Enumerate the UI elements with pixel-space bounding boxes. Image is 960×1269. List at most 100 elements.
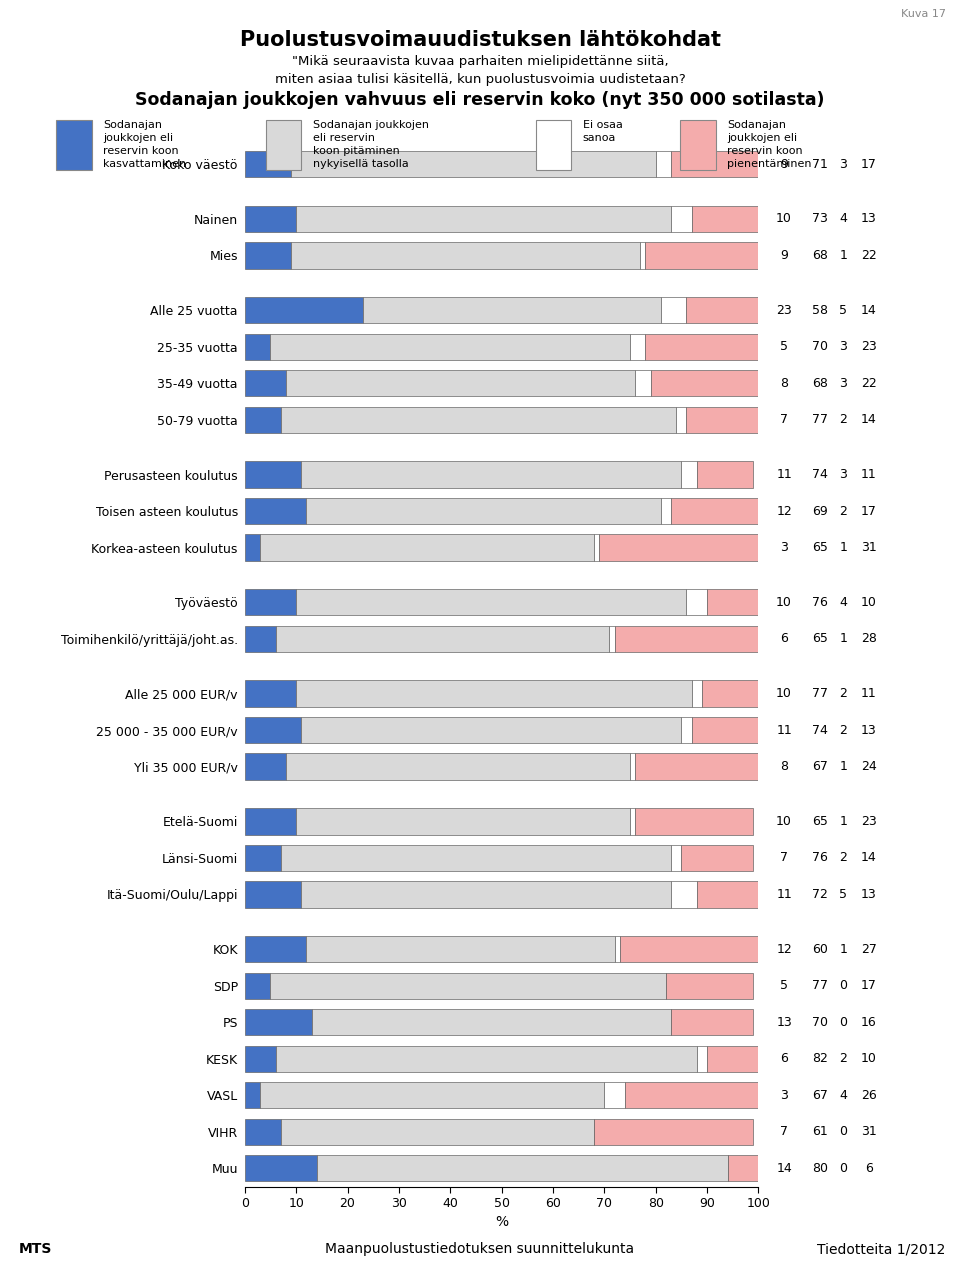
- Bar: [245, 534, 260, 561]
- Bar: [671, 1009, 754, 1036]
- Text: 3: 3: [780, 541, 788, 555]
- Text: 22: 22: [861, 377, 876, 390]
- Text: 6: 6: [780, 1052, 788, 1065]
- Text: 13: 13: [861, 723, 876, 736]
- Bar: [697, 462, 754, 487]
- Text: "Mikä seuraavista kuvaa parhaiten mielipidettänne siitä,
miten asiaa tulisi käsi: "Mikä seuraavista kuvaa parhaiten mielip…: [275, 55, 685, 85]
- Bar: [245, 1082, 260, 1108]
- Text: 10: 10: [861, 1052, 876, 1065]
- Bar: [306, 937, 614, 962]
- Text: 0: 0: [839, 1126, 847, 1138]
- Text: 9: 9: [780, 157, 788, 171]
- Text: 77: 77: [812, 980, 828, 992]
- Text: 12: 12: [777, 505, 792, 518]
- Text: 3: 3: [839, 340, 847, 353]
- Text: 11: 11: [777, 468, 792, 481]
- Text: 13: 13: [861, 212, 876, 226]
- Bar: [708, 589, 758, 615]
- Text: 7: 7: [780, 1126, 788, 1138]
- Text: 1: 1: [839, 632, 847, 646]
- Text: 23: 23: [861, 340, 876, 353]
- Bar: [536, 121, 571, 170]
- Bar: [245, 626, 276, 652]
- Text: 5: 5: [780, 340, 788, 353]
- Bar: [682, 845, 754, 871]
- Bar: [245, 680, 296, 707]
- Text: 58: 58: [812, 303, 828, 317]
- Bar: [676, 406, 686, 433]
- Text: 2: 2: [839, 505, 847, 518]
- Text: 3: 3: [839, 468, 847, 481]
- Bar: [636, 371, 651, 396]
- Text: Puolustusvoimauudistuksen lähtökohdat: Puolustusvoimauudistuksen lähtökohdat: [239, 30, 721, 51]
- Bar: [245, 937, 306, 962]
- Text: 14: 14: [861, 414, 876, 426]
- Bar: [656, 151, 671, 178]
- Text: 1: 1: [839, 541, 847, 555]
- Bar: [260, 1082, 605, 1108]
- Text: 16: 16: [861, 1015, 876, 1029]
- Text: 0: 0: [839, 1015, 847, 1029]
- Bar: [245, 497, 306, 524]
- Bar: [245, 334, 271, 360]
- Bar: [245, 462, 301, 487]
- Bar: [245, 406, 280, 433]
- Text: 74: 74: [812, 468, 828, 481]
- Text: 14: 14: [777, 1161, 792, 1175]
- Bar: [260, 534, 594, 561]
- Text: Sodanajan
joukkojen eli
reservin koon
pienentäminen: Sodanajan joukkojen eli reservin koon pi…: [727, 121, 811, 169]
- Text: 11: 11: [861, 468, 876, 481]
- Bar: [291, 151, 656, 178]
- Text: 10: 10: [776, 815, 792, 827]
- Bar: [296, 206, 671, 232]
- X-axis label: %: %: [495, 1216, 508, 1230]
- Bar: [245, 845, 280, 871]
- Bar: [276, 1046, 697, 1072]
- Bar: [317, 1155, 728, 1181]
- Bar: [57, 121, 92, 170]
- Bar: [266, 121, 301, 170]
- Text: 10: 10: [776, 687, 792, 700]
- Bar: [681, 121, 716, 170]
- Text: 13: 13: [777, 1015, 792, 1029]
- Bar: [245, 972, 271, 999]
- Text: 7: 7: [780, 851, 788, 864]
- Text: 74: 74: [812, 723, 828, 736]
- Text: 12: 12: [777, 943, 792, 956]
- Bar: [682, 717, 691, 744]
- Text: 2: 2: [839, 1052, 847, 1065]
- Bar: [660, 497, 671, 524]
- Text: 17: 17: [861, 505, 876, 518]
- Bar: [245, 371, 286, 396]
- Bar: [697, 1046, 708, 1072]
- Text: 11: 11: [861, 687, 876, 700]
- Bar: [610, 626, 614, 652]
- Bar: [671, 497, 758, 524]
- Bar: [280, 406, 676, 433]
- Text: 11: 11: [777, 723, 792, 736]
- Text: 31: 31: [861, 541, 876, 555]
- Bar: [306, 497, 660, 524]
- Text: 2: 2: [839, 851, 847, 864]
- Text: 8: 8: [780, 377, 788, 390]
- Text: 2: 2: [839, 687, 847, 700]
- Bar: [691, 680, 702, 707]
- Bar: [686, 406, 758, 433]
- Text: Ei osaa
sanoa: Ei osaa sanoa: [583, 121, 622, 143]
- Bar: [245, 808, 296, 835]
- Text: 13: 13: [861, 888, 876, 901]
- Bar: [605, 1082, 625, 1108]
- Bar: [651, 371, 763, 396]
- Text: 60: 60: [812, 943, 828, 956]
- Bar: [708, 1046, 758, 1072]
- Text: 65: 65: [812, 815, 828, 827]
- Text: Sodanajan joukkojen
eli reservin
koon pitäminen
nykyisellä tasolla: Sodanajan joukkojen eli reservin koon pi…: [313, 121, 428, 169]
- Text: 61: 61: [812, 1126, 828, 1138]
- Text: 4: 4: [839, 1089, 847, 1101]
- Bar: [245, 754, 286, 779]
- Text: 82: 82: [812, 1052, 828, 1065]
- Text: 17: 17: [861, 980, 876, 992]
- Bar: [286, 754, 630, 779]
- Text: 26: 26: [861, 1089, 876, 1101]
- Bar: [245, 242, 291, 269]
